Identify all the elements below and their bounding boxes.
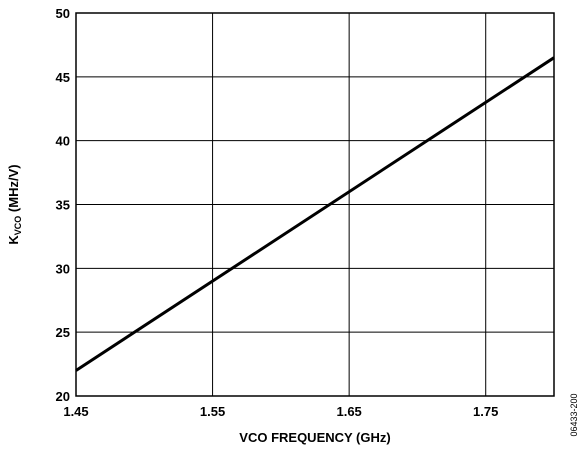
y-tick-labels: 20 25 30 35 40 45 50 xyxy=(56,6,70,404)
y-tick-label: 35 xyxy=(56,198,70,213)
y-tick-label: 20 xyxy=(56,389,70,404)
y-tick-label: 40 xyxy=(56,134,70,149)
x-tick-labels: 1.45 1.55 1.65 1.75 xyxy=(63,404,498,419)
x-axis-label: VCO FREQUENCY (GHz) xyxy=(239,430,390,445)
series-line xyxy=(75,56,555,372)
plot-series xyxy=(75,56,555,372)
x-tick-label: 1.45 xyxy=(63,404,88,419)
y-axis-label-subscript: VCO xyxy=(13,216,23,236)
figure-code: 06433-200 xyxy=(569,393,579,436)
x-tick-label: 1.65 xyxy=(336,404,361,419)
y-tick-label: 30 xyxy=(56,261,70,276)
y-axis-label: KVCO (MHz/V) xyxy=(6,164,23,244)
grid-lines xyxy=(76,13,554,396)
y-tick-label: 50 xyxy=(56,6,70,21)
y-tick-label: 45 xyxy=(56,70,70,85)
y-axis-label-unit: (MHz/V) xyxy=(6,164,21,215)
plot-frame xyxy=(75,12,555,397)
x-tick-label: 1.55 xyxy=(200,404,225,419)
x-tick-label: 1.75 xyxy=(473,404,498,419)
y-tick-label: 25 xyxy=(56,325,70,340)
y-axis-label-main: K xyxy=(6,235,21,245)
